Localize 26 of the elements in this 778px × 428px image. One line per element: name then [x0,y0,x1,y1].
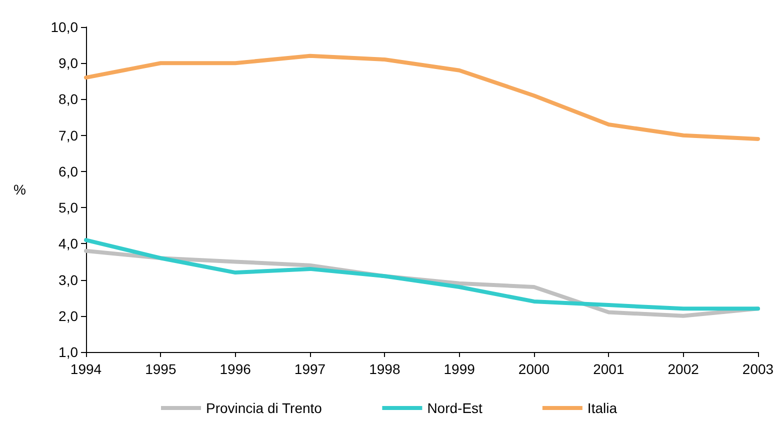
legend-label: Nord-Est [427,400,483,416]
x-tick-label: 1995 [145,361,176,377]
y-tick-label: 9,0 [58,55,78,72]
x-tick-label: 1994 [70,361,102,377]
x-tick-label: 1999 [444,361,476,377]
y-tick-label: 2,0 [58,308,78,324]
y-tick-label: 6,0 [58,163,78,180]
x-tick-label: 2000 [518,361,550,377]
x-tick-label: 2001 [593,361,624,377]
legend-label: Provincia di Trento [206,400,322,416]
y-tick-label: 7,0 [58,127,78,144]
y-tick-label: 3,0 [58,272,78,288]
y-axis-title: % [14,182,26,198]
y-tick-label: 4,0 [58,236,78,252]
y-tick-label: 1,0 [58,344,78,360]
y-tick-label: 10,0 [50,19,78,35]
x-tick-label: 2003 [742,361,774,377]
x-tick-label: 1996 [220,361,252,377]
line-series [84,54,760,141]
x-tick-label: 1997 [294,361,326,377]
legend-label: Italia [587,400,618,416]
line-series [84,238,760,311]
x-tick-label: 2002 [668,361,700,377]
y-tick-label: 5,0 [58,200,78,216]
y-tick-label: 8,0 [58,91,78,108]
x-tick-label: 1998 [369,361,400,377]
